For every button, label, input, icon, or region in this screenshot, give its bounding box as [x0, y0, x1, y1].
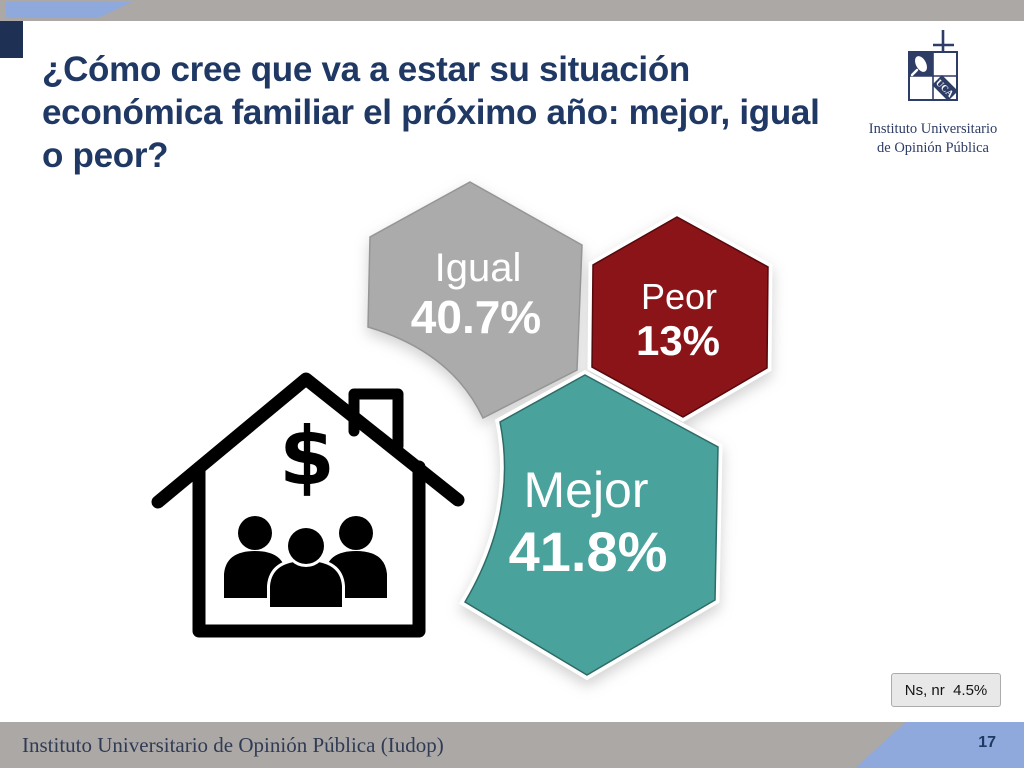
peor-value: 13% [636, 317, 720, 364]
title-line-3: o peor? [42, 136, 169, 175]
mejor-label: Mejor [523, 462, 648, 518]
hexagon-peor [591, 216, 769, 418]
logo-text: Instituto Universitario de Opinión Públi… [845, 120, 1021, 158]
hexagon-mejor [463, 374, 719, 676]
navy-corner-square [0, 21, 23, 58]
igual-value: 40.7% [411, 291, 541, 343]
footer-bar [0, 722, 1024, 768]
title-line-2: económica familiar el próximo año: mejor… [42, 93, 820, 132]
top-accent-shape [6, 2, 132, 18]
dove-icon [910, 56, 927, 77]
footer-institute-name: Instituto Universitario de Opinión Públi… [22, 732, 444, 757]
house-family-icon: $ [151, 372, 465, 638]
chimney-icon [348, 388, 404, 452]
top-bar [0, 0, 1024, 21]
page-number: 17 [978, 734, 996, 751]
ns-nr-note: Ns, nr 4.5% [891, 673, 1001, 707]
hexagon-chart: Igual 40.7% Peor 13% Mejor 41.8% [367, 181, 773, 681]
title-line-1: ¿Cómo cree que va a estar su situación [42, 50, 690, 89]
logo-uca-band [932, 75, 958, 101]
dollar-icon: $ [279, 410, 335, 503]
mejor-value: 41.8% [509, 520, 668, 583]
peor-label: Peor [641, 276, 717, 317]
uca-logo-mark: UCA [908, 30, 958, 101]
slide-title: ¿Cómo cree que va a estar su situación e… [42, 48, 862, 177]
house-walls [192, 460, 426, 638]
family-icon [224, 516, 387, 610]
institute-logo: UCA Instituto Universitario de Opinión P… [845, 20, 1021, 158]
igual-label: Igual [435, 246, 522, 290]
hexagon-igual [367, 181, 583, 420]
logo-name-line-2: de Opinión Pública [877, 140, 989, 156]
roof-icon [151, 372, 465, 509]
logo-name-line-1: Instituto Universitario [868, 121, 998, 137]
